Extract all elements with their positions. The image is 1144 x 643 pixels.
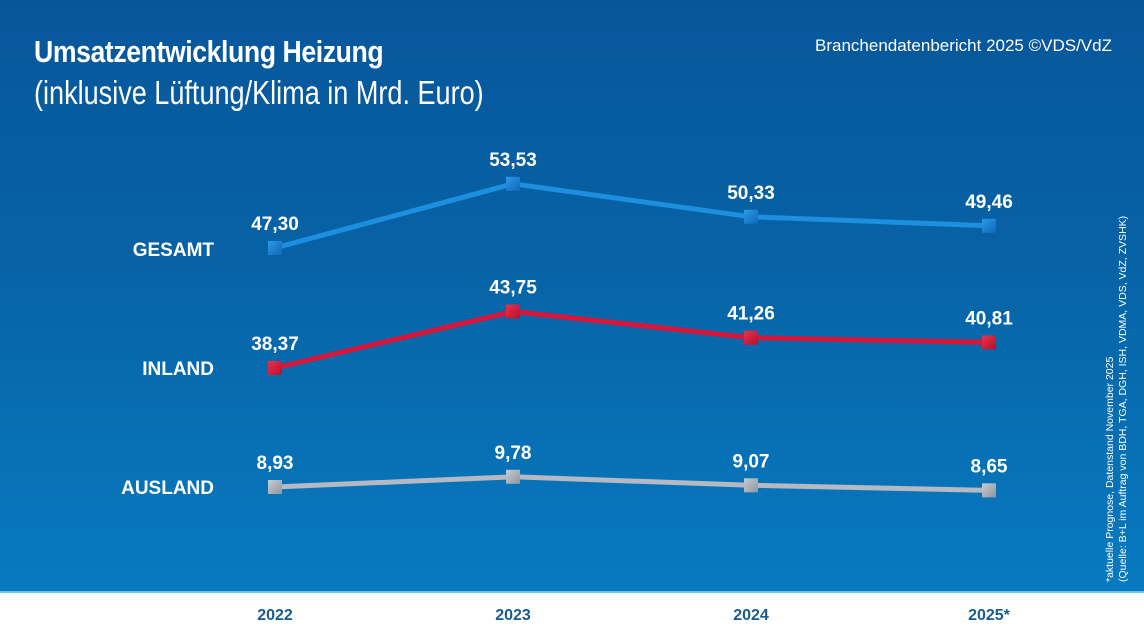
chart-title: Umsatzentwicklung Heizung: [34, 34, 384, 69]
series-ausland: AUSLAND 8,93 9,78 9,07 8,65: [121, 443, 1008, 499]
panel-edge-divider: [0, 591, 1144, 593]
data-point-marker: [982, 483, 996, 498]
chart-subtitle: (inklusive Lüftung/Klima in Mrd. Euro): [34, 74, 484, 111]
series-label: AUSLAND: [121, 478, 214, 499]
data-label: 47,30: [251, 214, 299, 235]
data-label: 9,78: [495, 443, 532, 464]
x-tick-label: 2025*: [968, 607, 1011, 624]
data-point-marker: [506, 304, 520, 319]
data-point-marker: [268, 241, 282, 255]
source-credit: Branchendatenbericht 2025 ©VDS/VdZ: [815, 36, 1112, 55]
series-line: [274, 474, 990, 493]
x-tick-label: 2024: [733, 607, 769, 624]
data-point-marker: [506, 469, 520, 484]
series-gesamt: GESAMT 47,30 53,53 50,33 49,46: [133, 150, 1013, 261]
data-point-marker: [744, 330, 758, 345]
data-label: 8,93: [257, 453, 294, 474]
data-point-marker: [268, 361, 282, 375]
data-label: 53,53: [489, 150, 537, 171]
series-label: GESAMT: [133, 240, 215, 261]
series-label: INLAND: [142, 359, 214, 380]
data-label: 40,81: [965, 308, 1013, 329]
x-tick-label: 2022: [257, 607, 293, 624]
data-label: 9,07: [733, 451, 770, 472]
data-label: 8,65: [971, 456, 1008, 477]
data-label: 38,37: [251, 334, 299, 355]
data-label: 43,75: [489, 278, 537, 299]
data-label: 50,33: [727, 183, 775, 204]
x-tick-label: 2023: [495, 607, 531, 624]
data-point-marker: [268, 480, 282, 494]
data-label: 49,46: [965, 192, 1013, 213]
data-point-marker: [744, 209, 758, 224]
data-point-marker: [744, 478, 758, 493]
data-point-marker: [982, 218, 996, 233]
data-label: 41,26: [727, 304, 775, 325]
series-line: [274, 181, 990, 251]
series-line: [274, 309, 990, 371]
data-point-marker: [982, 335, 996, 350]
data-point-marker: [506, 176, 520, 191]
series-inland: INLAND 38,37 43,75 41,26 40,81: [142, 278, 1013, 380]
chart-background: [0, 0, 1144, 592]
